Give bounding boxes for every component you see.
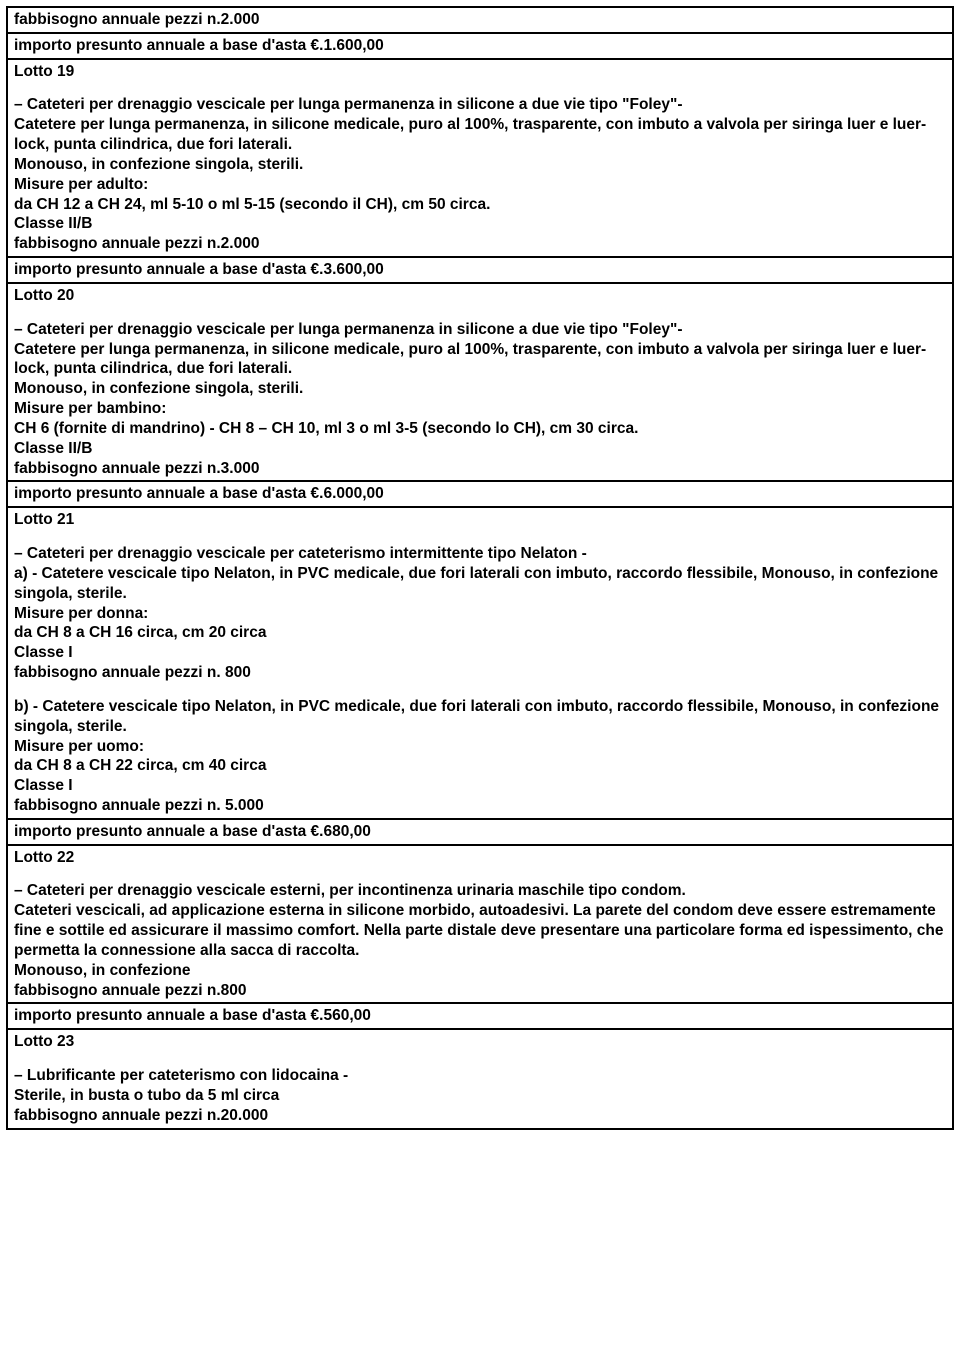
text-line: importo presunto annuale a base d'asta €… — [14, 822, 946, 842]
text-line: Lotto 23 — [14, 1032, 946, 1052]
text-line: – Cateteri per drenaggio vescicale per c… — [14, 544, 946, 564]
text-line: Classe I — [14, 776, 946, 796]
paragraph-spacer — [14, 306, 946, 320]
table-cell: importo presunto annuale a base d'asta €… — [6, 482, 954, 508]
text-line: a) - Catetere vescicale tipo Nelaton, in… — [14, 564, 946, 604]
text-line: fabbisogno annuale pezzi n. 800 — [14, 663, 946, 683]
text-line: Classe I — [14, 643, 946, 663]
document-page: fabbisogno annuale pezzi n.2.000 importo … — [0, 0, 960, 1136]
text-line: fabbisogno annuale pezzi n. 5.000 — [14, 796, 946, 816]
text-line: Monouso, in confezione singola, sterili. — [14, 379, 946, 399]
paragraph-spacer — [14, 683, 946, 697]
text-line: Misure per adulto: — [14, 175, 946, 195]
text-line: Monouso, in confezione singola, sterili. — [14, 155, 946, 175]
text-line: – Lubrificante per cateterismo con lidoc… — [14, 1066, 946, 1086]
text-line: Sterile, in busta o tubo da 5 ml circa — [14, 1086, 946, 1106]
text-line: fabbisogno annuale pezzi n.20.000 — [14, 1106, 946, 1126]
table-cell: importo presunto annuale a base d'asta €… — [6, 1004, 954, 1030]
text-line: importo presunto annuale a base d'asta €… — [14, 484, 946, 504]
text-line: importo presunto annuale a base d'asta €… — [14, 260, 946, 280]
table-cell: importo presunto annuale a base d'asta €… — [6, 820, 954, 846]
text-line: – Cateteri per drenaggio vescicale per l… — [14, 320, 946, 340]
text-line: Classe II/B — [14, 214, 946, 234]
text-line: – Cateteri per drenaggio vescicale per l… — [14, 95, 946, 115]
text-line: Lotto 20 — [14, 286, 946, 306]
text-line: importo presunto annuale a base d'asta €… — [14, 36, 946, 56]
paragraph-spacer — [14, 81, 946, 95]
text-line: Lotto 19 — [14, 62, 946, 82]
text-line: Lotto 22 — [14, 848, 946, 868]
table-cell: Lotto 22 – Cateteri per drenaggio vescica… — [6, 846, 954, 1005]
paragraph-spacer — [14, 867, 946, 881]
text-line: Catetere per lunga permanenza, in silico… — [14, 115, 946, 155]
paragraph-spacer — [14, 1052, 946, 1066]
table-cell: importo presunto annuale a base d'asta €… — [6, 34, 954, 60]
text-line: da CH 8 a CH 22 circa, cm 40 circa — [14, 756, 946, 776]
text-line: Misure per bambino: — [14, 399, 946, 419]
table-cell: fabbisogno annuale pezzi n.2.000 — [6, 6, 954, 34]
text-line: fabbisogno annuale pezzi n.2.000 — [14, 10, 946, 30]
table-cell: Lotto 23 – Lubrificante per cateterismo c… — [6, 1030, 954, 1129]
table-cell: Lotto 19 – Cateteri per drenaggio vescica… — [6, 60, 954, 258]
text-line: Lotto 21 — [14, 510, 946, 530]
text-line: Classe II/B — [14, 439, 946, 459]
text-line: – Cateteri per drenaggio vescicale ester… — [14, 881, 946, 901]
text-line: Cateteri vescicali, ad applicazione este… — [14, 901, 946, 960]
text-line: CH 6 (fornite di mandrino) - CH 8 – CH 1… — [14, 419, 946, 439]
text-line: da CH 12 a CH 24, ml 5-10 o ml 5-15 (sec… — [14, 195, 946, 215]
table-cell: Lotto 20 – Cateteri per drenaggio vescica… — [6, 284, 954, 482]
text-line: Catetere per lunga permanenza, in silico… — [14, 340, 946, 380]
text-line: Monouso, in confezione — [14, 961, 946, 981]
text-line: b) - Catetere vescicale tipo Nelaton, in… — [14, 697, 946, 737]
paragraph-spacer — [14, 530, 946, 544]
text-line: fabbisogno annuale pezzi n.3.000 — [14, 459, 946, 479]
table-cell: importo presunto annuale a base d'asta €… — [6, 258, 954, 284]
text-line: Misure per uomo: — [14, 737, 946, 757]
table-cell: Lotto 21 – Cateteri per drenaggio vescica… — [6, 508, 954, 820]
text-line: fabbisogno annuale pezzi n.2.000 — [14, 234, 946, 254]
text-line: fabbisogno annuale pezzi n.800 — [14, 981, 946, 1001]
text-line: importo presunto annuale a base d'asta €… — [14, 1006, 946, 1026]
text-line: da CH 8 a CH 16 circa, cm 20 circa — [14, 623, 946, 643]
text-line: Misure per donna: — [14, 604, 946, 624]
